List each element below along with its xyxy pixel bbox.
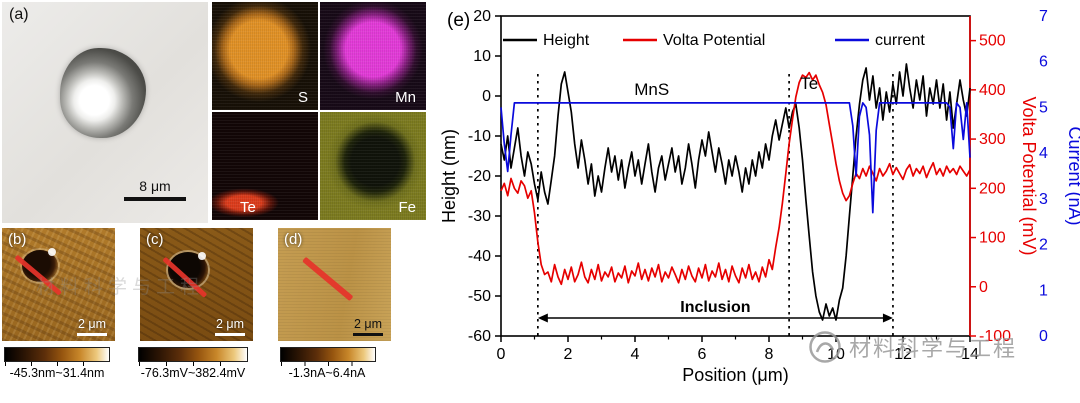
svg-text:4: 4 [1039, 145, 1048, 162]
svg-text:0: 0 [979, 279, 988, 296]
scale-bar-d-line [353, 333, 383, 336]
svg-text:10: 10 [473, 48, 491, 65]
eds-map-iron: Fe [320, 112, 426, 220]
svg-text:-100: -100 [979, 328, 1011, 345]
svg-text:Current (nA): Current (nA) [1065, 126, 1080, 225]
scale-bar-b-line [77, 333, 107, 336]
inclusion-particle [60, 48, 146, 138]
sulfur-signal [212, 2, 318, 110]
svg-text:100: 100 [979, 230, 1006, 247]
svg-text:2: 2 [564, 346, 573, 363]
scale-bar-c: 2 μm [215, 317, 245, 336]
eds-label-s: S [297, 89, 308, 106]
svg-text:-50: -50 [468, 288, 491, 305]
svg-text:14: 14 [961, 346, 979, 363]
svg-text:Height: Height [543, 32, 590, 49]
colorbar-height-range: -45.3nm~31.4nm [9, 366, 105, 380]
colorbar-volta-potential [138, 347, 248, 366]
line-chart-panel: 0 2 4 6 8 10 12 14 20 10 0 -10 -20 -30 -40 -50 -60 500 400… [435, 0, 1080, 403]
eds-map-manganese: Mn [320, 2, 426, 110]
svg-text:-30: -30 [468, 208, 491, 225]
tellurium-signal [212, 112, 318, 220]
svg-text:12: 12 [894, 346, 912, 363]
scale-bar-c-label: 2 μm [215, 317, 245, 331]
svg-text:200: 200 [979, 180, 1006, 197]
svg-text:MnS: MnS [634, 80, 669, 99]
scale-bar-b: 2 μm [77, 317, 107, 336]
spot-highlight [48, 248, 56, 256]
svg-text:5: 5 [1039, 99, 1048, 116]
scale-bar-c-line [215, 333, 245, 336]
panel-a-label: (a) [9, 6, 29, 23]
svg-text:8: 8 [765, 346, 774, 363]
scale-bar-d: 2 μm [353, 317, 383, 336]
svg-text:Volta Potential (mV): Volta Potential (mV) [1019, 96, 1039, 255]
svg-text:10: 10 [827, 346, 845, 363]
scale-bar-d-label: 2 μm [353, 317, 383, 331]
volta-potential-map-panel: (c) 2 μm [140, 228, 253, 341]
colorbar-current [280, 347, 376, 366]
svg-text:-10: -10 [468, 128, 491, 145]
scale-bar-a: 8 μm [124, 178, 186, 201]
svg-text:20: 20 [473, 8, 491, 25]
panel-d-label: (d) [284, 231, 303, 248]
svg-text:400: 400 [979, 82, 1006, 99]
svg-text:-60: -60 [468, 328, 491, 345]
current-map-panel: (d) 2 μm [278, 228, 391, 341]
svg-text:6: 6 [1039, 54, 1048, 71]
eds-label-mn: Mn [395, 89, 416, 106]
colorbar-current-range: -1.3nA~6.4nA [288, 366, 366, 380]
svg-text:1: 1 [1039, 282, 1048, 299]
svg-text:0: 0 [1039, 328, 1048, 345]
svg-text:(e): (e) [447, 10, 470, 31]
svg-text:Inclusion: Inclusion [680, 299, 750, 316]
line-chart: 0 2 4 6 8 10 12 1420100-10-20-30-40-50-60500400… [439, 8, 1080, 385]
svg-text:6: 6 [698, 346, 707, 363]
eds-noise-texture [320, 2, 426, 110]
svg-text:Volta Potential: Volta Potential [663, 32, 765, 49]
afm-topography-panel: (b) 2 μm [2, 228, 115, 341]
svg-text:0: 0 [497, 346, 506, 363]
eds-noise-texture [212, 112, 318, 220]
eds-label-fe: Fe [398, 199, 416, 216]
svg-text:Height (nm): Height (nm) [439, 129, 459, 223]
manganese-signal [320, 2, 426, 110]
scale-bar-a-line [124, 197, 186, 201]
eds-label-te: Te [240, 199, 256, 216]
panel-b-label: (b) [8, 231, 27, 248]
svg-text:7: 7 [1039, 8, 1048, 25]
svg-text:3: 3 [1039, 191, 1048, 208]
svg-text:2: 2 [1039, 237, 1048, 254]
svg-text:-40: -40 [468, 248, 491, 265]
sem-image-panel: (a) 8 μm [2, 2, 208, 223]
spot-highlight [198, 252, 206, 260]
scale-bar-b-label: 2 μm [77, 317, 107, 331]
svg-text:current: current [875, 32, 925, 49]
svg-text:300: 300 [979, 131, 1006, 148]
profile-line [302, 256, 354, 302]
eds-map-tellurium: Te [212, 112, 318, 220]
iron-signal [320, 112, 426, 220]
svg-text:Position (μm): Position (μm) [682, 365, 788, 385]
eds-noise-texture [212, 2, 318, 110]
colorbar-volta-range: -76.3mV~382.4mV [140, 366, 246, 380]
svg-text:-20: -20 [468, 168, 491, 185]
panel-c-label: (c) [146, 231, 164, 248]
colorbar-height [4, 347, 110, 366]
eds-noise-texture [320, 112, 426, 220]
svg-text:Te: Te [800, 74, 818, 93]
svg-text:500: 500 [979, 33, 1006, 50]
svg-text:0: 0 [482, 88, 491, 105]
eds-map-sulfur: S [212, 2, 318, 110]
scale-bar-a-label: 8 μm [139, 178, 171, 194]
svg-text:4: 4 [631, 346, 640, 363]
